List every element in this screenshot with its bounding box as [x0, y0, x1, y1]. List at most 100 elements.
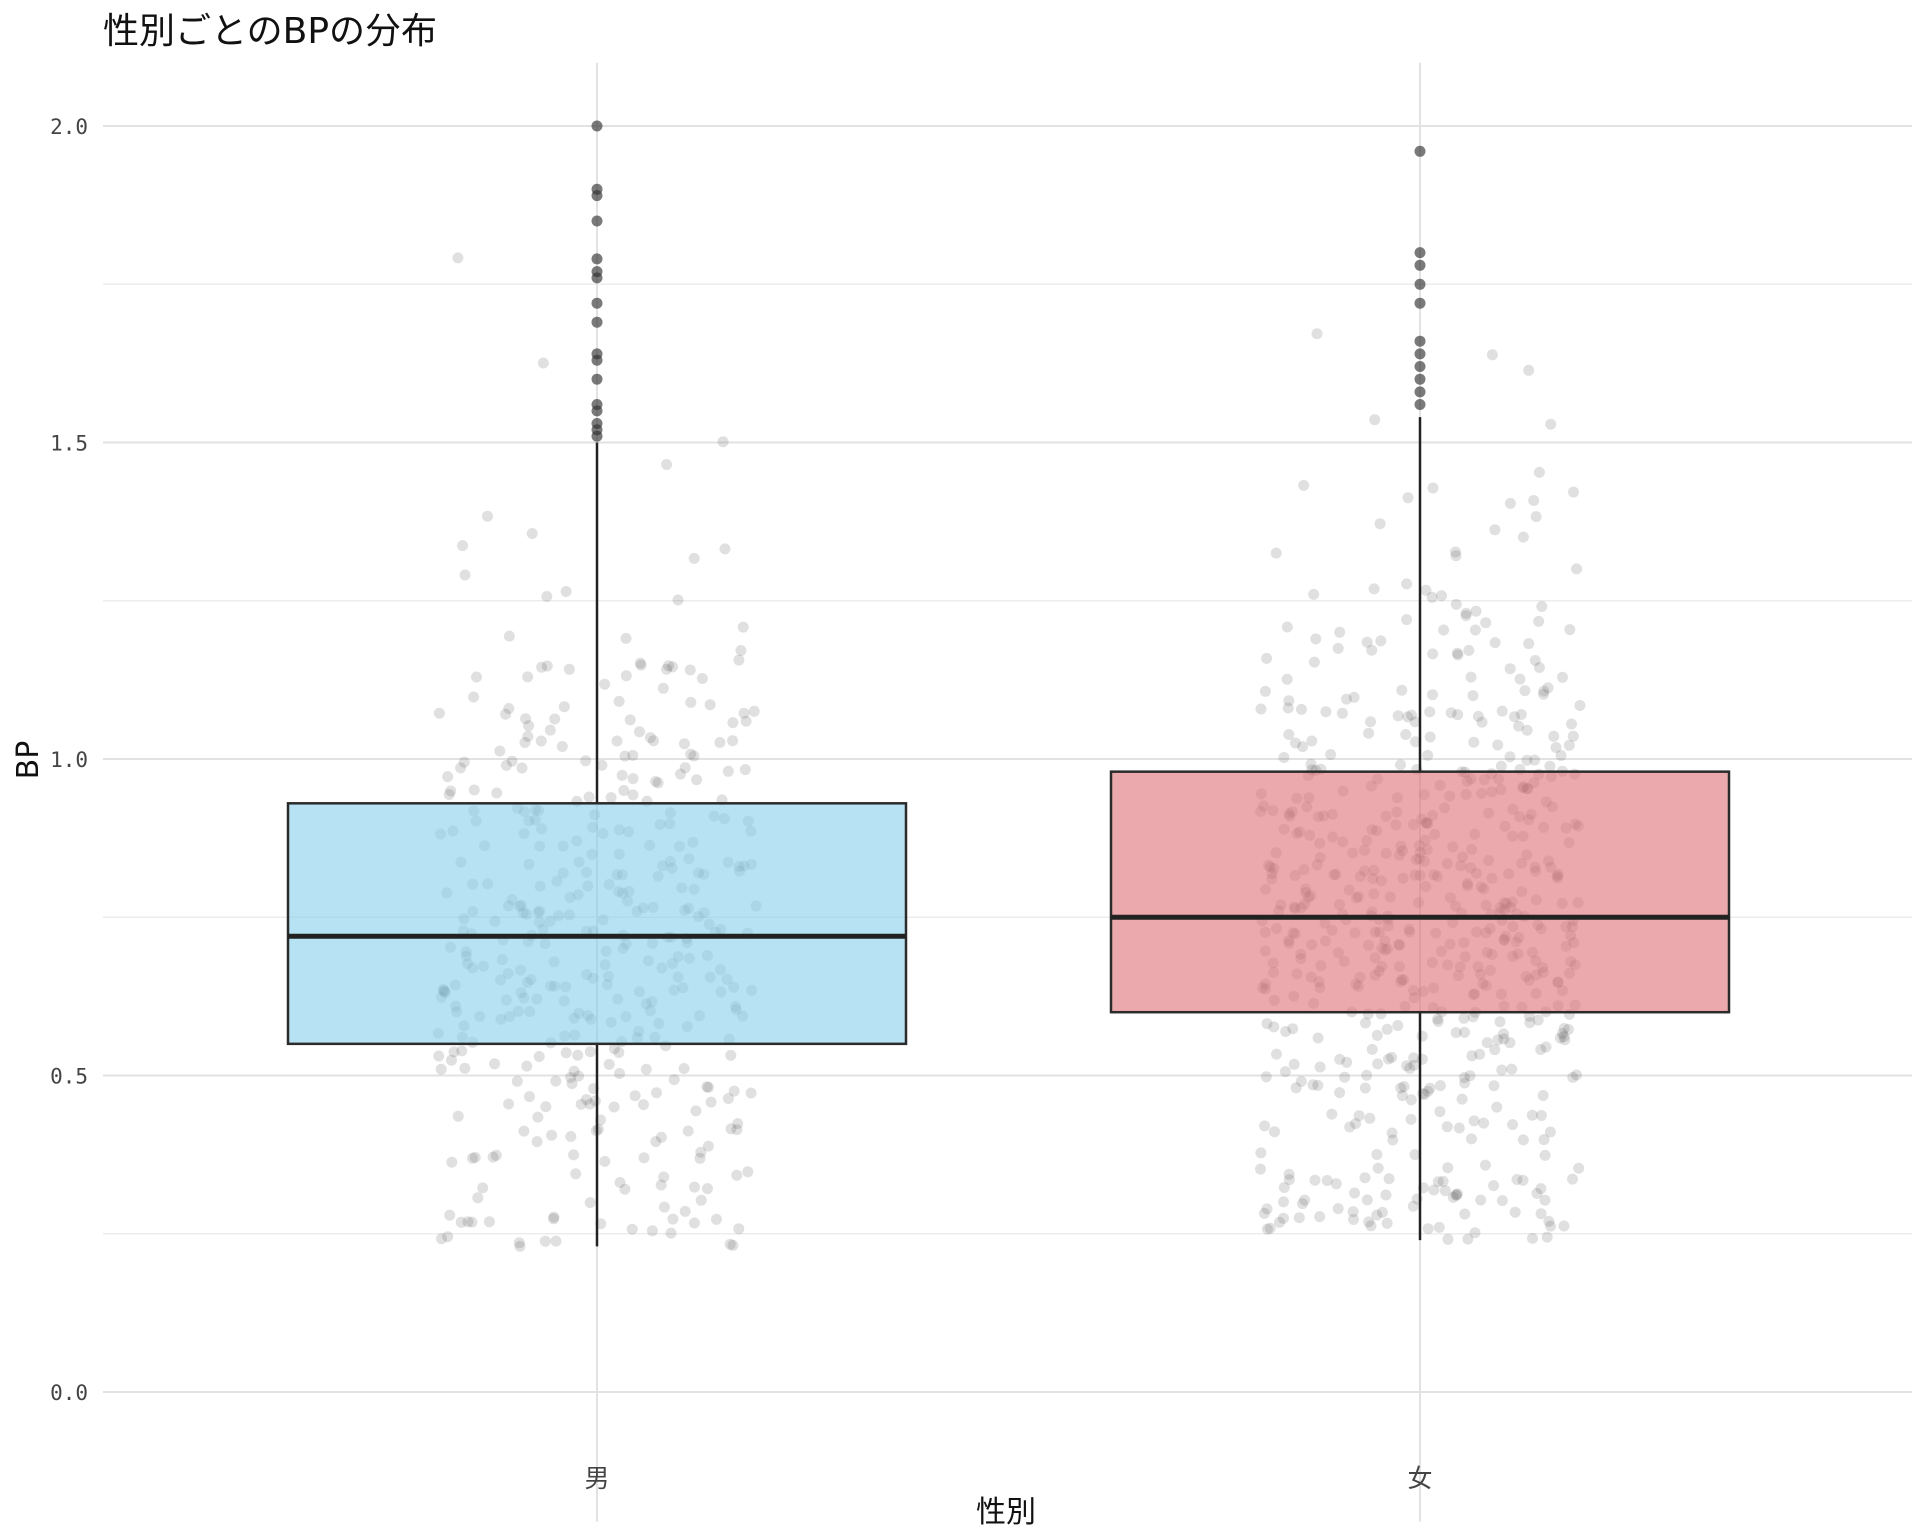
jitter-point: [658, 1201, 670, 1213]
jitter-point: [1445, 707, 1457, 719]
jitter-point: [733, 654, 745, 666]
jitter-point: [1459, 1077, 1471, 1089]
jitter-point: [503, 1098, 515, 1110]
jitter-point: [1344, 1121, 1356, 1133]
jitter-point: [1332, 1203, 1344, 1215]
jitter-point: [1504, 1037, 1516, 1049]
jitter-point: [459, 569, 471, 581]
jitter-point: [1396, 684, 1408, 696]
jitter-point: [1363, 727, 1375, 739]
jitter-point: [1480, 617, 1492, 629]
jitter-point: [1573, 1162, 1585, 1174]
jitter-point: [1470, 605, 1482, 617]
jitter-point: [1450, 546, 1461, 558]
jitter-point: [599, 1155, 611, 1167]
jitter-point: [1567, 1173, 1578, 1185]
jitter-point: [1375, 635, 1387, 647]
jitter-point: [1523, 364, 1535, 376]
jitter-point: [511, 1075, 523, 1087]
jitter-point: [1464, 1070, 1476, 1082]
jitter-point: [657, 682, 669, 694]
jitter-point: [1314, 1061, 1326, 1073]
jitter-point: [1341, 693, 1352, 705]
jitter-point: [1422, 1085, 1434, 1097]
jitter-point: [1533, 466, 1545, 478]
jitter-point: [1550, 742, 1562, 753]
jitter-point: [541, 660, 553, 672]
jitter-point: [1408, 1059, 1420, 1071]
outlier-point: [1414, 278, 1426, 290]
jitter-point: [618, 785, 630, 796]
jitter-point: [1479, 1159, 1491, 1171]
jitter-point: [1535, 1183, 1547, 1195]
jitter-point: [728, 1085, 740, 1097]
jitter-point: [1450, 1027, 1462, 1039]
box-female: [1109, 770, 1731, 1014]
jitter-point: [1488, 1180, 1500, 1192]
jitter-point: [1270, 547, 1282, 559]
jitter-point: [1386, 1051, 1398, 1063]
jitter-point: [667, 661, 678, 673]
jitter-point: [1261, 1223, 1273, 1235]
jitter-point: [1392, 710, 1404, 722]
jitter-point: [690, 1105, 702, 1117]
jitter-point: [608, 1043, 620, 1055]
jitter-point: [558, 701, 570, 713]
jitter-point: [1540, 1041, 1552, 1053]
jitter-point: [1456, 1093, 1468, 1105]
jitter-point: [548, 1213, 560, 1225]
jitter-point: [695, 1146, 707, 1158]
jitter-point: [469, 1151, 481, 1163]
jitter-point: [1361, 636, 1373, 648]
jitter-point: [1559, 1034, 1571, 1046]
jitter-point: [1537, 1090, 1549, 1101]
jitter-point: [614, 1177, 626, 1188]
jitter-point: [1407, 1200, 1419, 1212]
jitter-point: [658, 1171, 670, 1183]
jitter-point: [1428, 1184, 1440, 1196]
jitter-point: [1271, 1048, 1282, 1060]
jitter-point: [560, 586, 572, 597]
jitter-point: [1348, 1214, 1359, 1225]
jitter-point: [1274, 1216, 1285, 1228]
jitter-point: [516, 762, 528, 774]
y-tick-labels: 0.0 0.5 1.0 1.5 2.0: [50, 115, 88, 1405]
jitter-point: [1306, 735, 1318, 747]
jitter-point: [619, 750, 631, 762]
jitter-point: [565, 1131, 577, 1142]
jitter-point: [1530, 511, 1542, 523]
jitter-point: [1439, 1185, 1451, 1197]
jitter-point: [624, 714, 636, 726]
jitter-point: [1408, 1052, 1420, 1064]
jitter-point: [1372, 1058, 1384, 1070]
jitter-point: [1544, 760, 1556, 772]
jitter-point: [1571, 1069, 1582, 1081]
jitter-point: [1469, 624, 1481, 636]
jitter-point: [638, 1099, 649, 1111]
jitter-point: [655, 1179, 667, 1191]
jitter-point: [1504, 497, 1516, 509]
jitter-point: [1489, 1044, 1501, 1056]
jitter-point: [1459, 1026, 1470, 1038]
jitter-point: [725, 1049, 737, 1061]
jitter-point: [646, 1225, 658, 1237]
x-axis-title: 性別: [976, 1495, 1036, 1530]
jitter-point: [1255, 1147, 1267, 1159]
jitter-point: [1281, 621, 1293, 633]
jitter-point: [500, 708, 512, 720]
jitter-point: [1288, 1058, 1300, 1070]
jitter-point: [1282, 702, 1294, 714]
jitter-point: [1312, 1079, 1324, 1091]
jitter-point: [679, 762, 691, 774]
jitter-point: [1369, 414, 1381, 426]
jitter-point: [665, 1227, 677, 1239]
jitter-point: [1404, 1062, 1416, 1074]
jitter-point: [711, 1213, 722, 1225]
jitter-point: [1293, 1212, 1305, 1224]
outlier-point: [1414, 297, 1426, 309]
jitter-point: [1489, 637, 1501, 649]
jitter-point: [1541, 1231, 1553, 1243]
jitter-point: [1521, 724, 1533, 736]
jitter-point: [1465, 671, 1477, 683]
jitter-point: [1308, 656, 1320, 668]
